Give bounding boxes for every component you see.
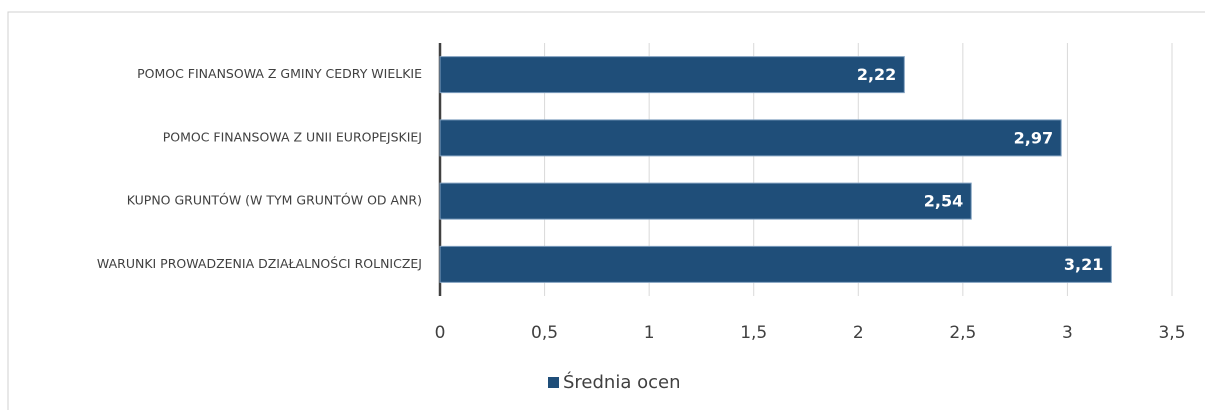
chart-frame [7, 11, 1205, 410]
x-tick-label: 0,5 [531, 323, 558, 343]
legend-label: Średnia ocen [563, 371, 680, 393]
y-tick-label: POMOC FINANSOWA Z UNII EUROPEJSKIEJ [163, 129, 422, 144]
data-label: 2,22 [857, 65, 896, 84]
bar [439, 56, 905, 94]
x-tick-label: 2 [853, 323, 864, 343]
data-label: 2,97 [1014, 128, 1053, 147]
y-tick-label: POMOC FINANSOWA Z GMINY CEDRY WIELKIE [137, 66, 422, 81]
x-tick-label: 3 [1062, 323, 1073, 343]
x-tick-label: 1 [644, 323, 655, 343]
data-label: 2,54 [924, 192, 963, 211]
x-tick-label: 0 [435, 323, 446, 343]
legend-swatch [548, 377, 559, 388]
bar [439, 245, 1112, 283]
y-tick-label: WARUNKI PROWADZENIA DZIAŁALNOŚCI ROLNICZ… [97, 256, 422, 271]
x-tick-label: 3,5 [1158, 323, 1185, 343]
bar [439, 182, 972, 220]
y-tick-label: KUPNO GRUNTÓW (W TYM GRUNTÓW OD ANR) [127, 193, 422, 208]
bar [439, 119, 1062, 157]
x-tick-label: 1,5 [740, 323, 767, 343]
x-tick-label: 2,5 [949, 323, 976, 343]
data-label: 3,21 [1064, 255, 1103, 274]
